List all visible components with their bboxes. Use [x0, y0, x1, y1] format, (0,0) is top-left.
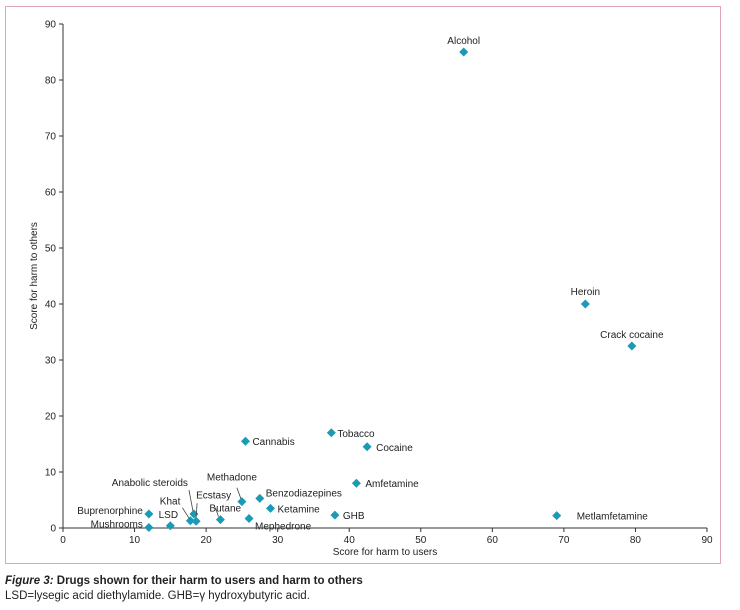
point-label: Butane [209, 504, 241, 515]
point-label: Ecstasy [196, 490, 231, 501]
x-tick-label: 20 [201, 535, 213, 546]
caption-note: LSD=lysegic acid diethylamide. GHB=γ hyd… [5, 590, 310, 602]
data-point [266, 503, 276, 513]
point-label: Amfetamine [365, 479, 419, 490]
point-label: Metlamfetamine [577, 512, 649, 523]
x-tick-label: 70 [558, 535, 570, 546]
points-layer: Alcohol Heroin Crack cocaine Tobacco Cannabi… [77, 36, 664, 532]
data-point [580, 299, 590, 309]
caption-title-line: Figure 3: Drugs shown for their harm to … [5, 574, 725, 589]
data-point [362, 442, 372, 452]
data-point [215, 515, 225, 525]
y-tick-label: 90 [45, 20, 57, 31]
point-label: Methadone [207, 473, 257, 484]
y-tick-label: 50 [45, 244, 57, 255]
x-tick-label: 0 [60, 535, 66, 546]
figure-label: Figure 3: [5, 575, 54, 587]
data-point [144, 509, 154, 519]
y-tick-label: 30 [45, 356, 57, 367]
x-tick-label: 50 [415, 535, 427, 546]
data-point [330, 510, 340, 520]
data-point [459, 47, 469, 57]
x-axis-label: Score for harm to users [333, 547, 437, 558]
data-point [255, 493, 265, 503]
y-axis-label: Score for harm to others [29, 222, 40, 330]
x-tick-label: 40 [344, 535, 356, 546]
data-point [627, 341, 637, 351]
point-label: Cannabis [252, 437, 294, 448]
point-label: Khat [160, 497, 181, 508]
y-tick-label: 80 [45, 76, 57, 87]
x-tick-label: 30 [272, 535, 284, 546]
y-tick-label: 60 [45, 188, 57, 199]
point-label: Buprenorphine [77, 506, 143, 517]
leader-line [215, 507, 219, 517]
point-label: Alcohol [447, 36, 480, 47]
data-point [144, 522, 154, 532]
data-point [165, 521, 175, 531]
x-tick-label: 60 [487, 535, 499, 546]
leader-line [195, 503, 198, 518]
y-tick-label: 20 [45, 412, 57, 423]
point-label: Benzodiazepines [266, 488, 342, 499]
data-point [552, 511, 562, 521]
point-label: Heroin [571, 287, 600, 298]
x-tick-label: 90 [701, 535, 713, 546]
point-label: Crack cocaine [600, 330, 664, 341]
data-point [185, 516, 195, 526]
y-tick-label: 0 [50, 524, 56, 535]
point-label: Mephedrone [255, 521, 312, 532]
figure-title: Drugs shown for their harm to users and … [53, 575, 363, 587]
chart-frame [5, 6, 721, 564]
data-point [240, 436, 250, 446]
data-point [237, 497, 247, 507]
data-point [244, 513, 254, 523]
leader-line [188, 489, 194, 512]
scatter-chart: 0 10 20 30 40 50 60 70 80 90 0 10 20 30 40 50 60 70 80 90 A… [29, 20, 713, 559]
point-label: Cocaine [376, 443, 413, 454]
y-tick-label: 40 [45, 300, 57, 311]
data-point [326, 428, 336, 438]
x-tick-label: 10 [129, 535, 141, 546]
figure-caption: Figure 3: Drugs shown for their harm to … [5, 574, 725, 604]
point-label: LSD [159, 510, 178, 521]
leader-line [236, 487, 242, 499]
point-label: Anabolic steroids [112, 478, 188, 489]
leader-line [182, 507, 190, 519]
point-label: Tobacco [337, 429, 375, 440]
axes-layer: 0 10 20 30 40 50 60 70 80 90 0 10 20 30 40 50 60 70 80 90 [45, 20, 713, 547]
y-tick-label: 10 [45, 468, 57, 479]
y-tick-label: 70 [45, 132, 57, 143]
x-tick-label: 80 [630, 535, 642, 546]
data-point [191, 516, 201, 526]
point-label: Ketamine [278, 504, 321, 515]
point-label: Mushrooms [91, 519, 143, 530]
data-point [351, 478, 361, 488]
point-label: GHB [343, 511, 365, 522]
